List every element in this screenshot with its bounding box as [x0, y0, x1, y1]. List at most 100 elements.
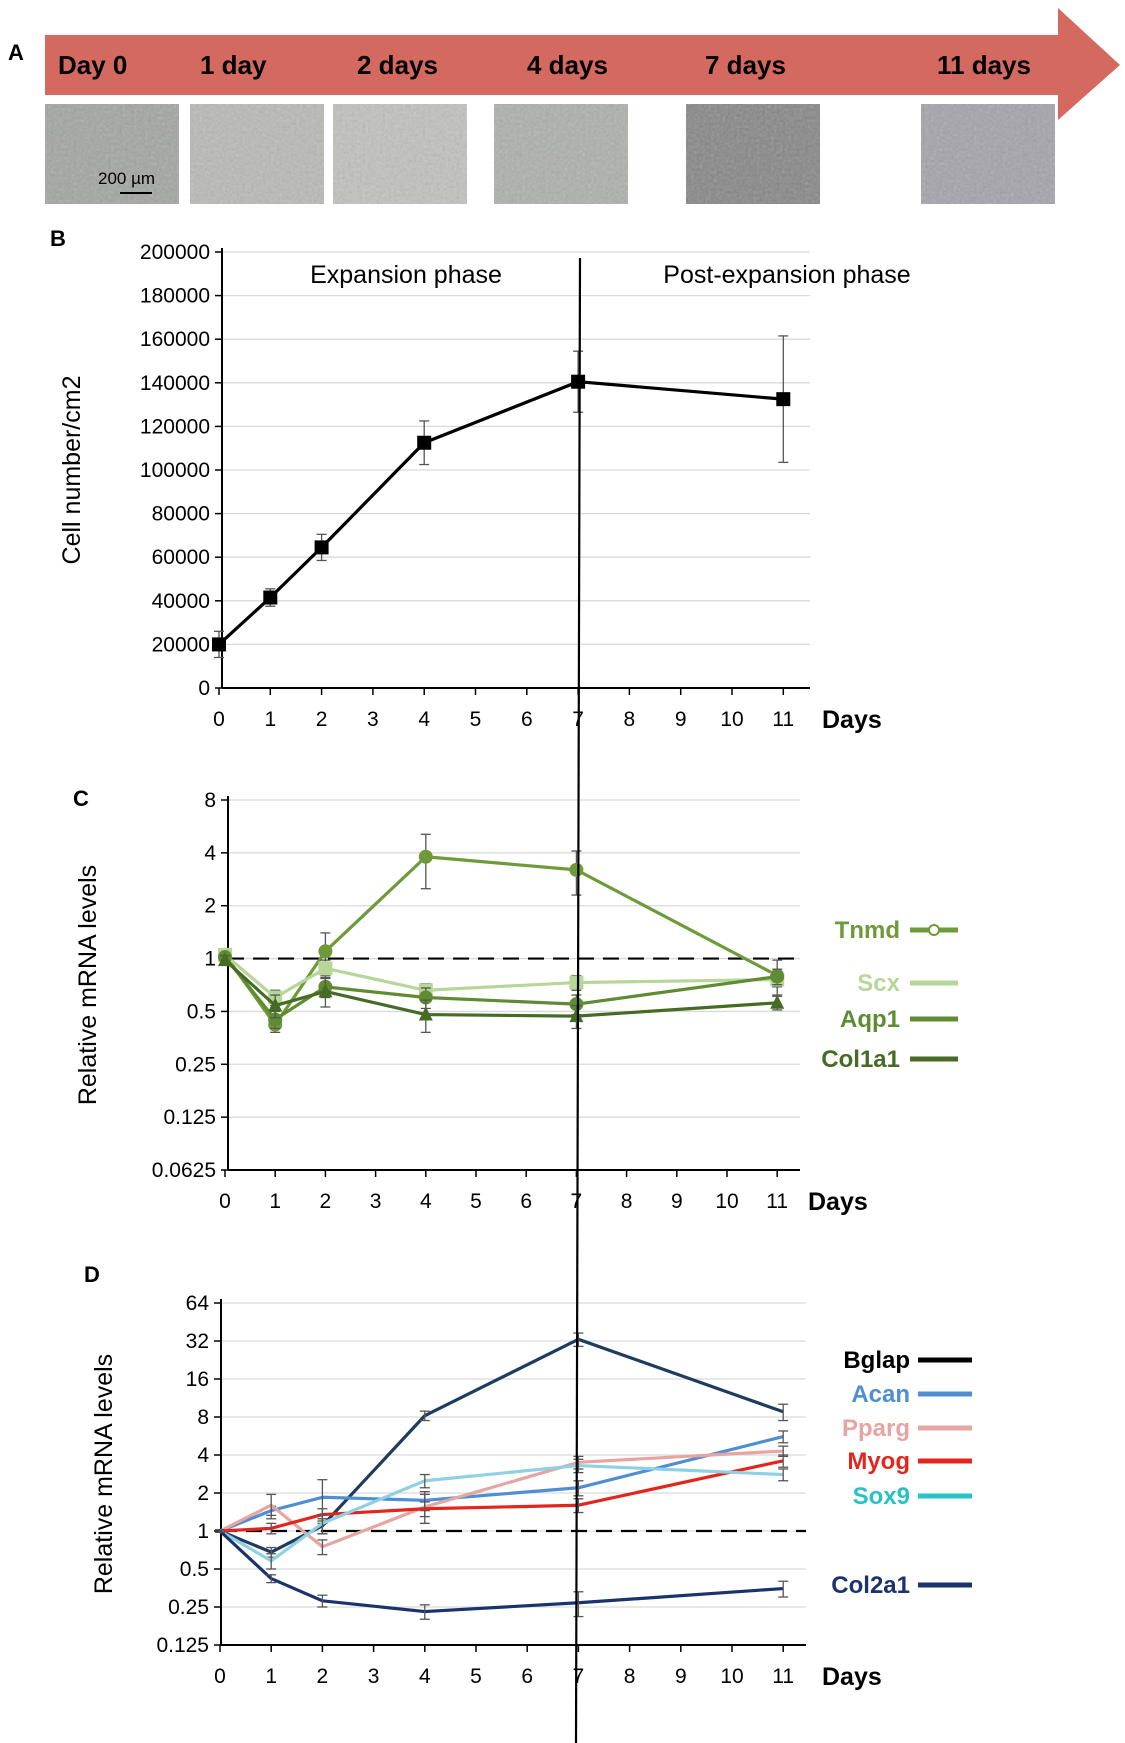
y-tick-label: 64	[186, 1292, 210, 1315]
y-tick-label: 0.125	[156, 1634, 209, 1657]
legend-item-acan: Acan	[851, 1381, 972, 1408]
x-tick-label: 7	[573, 1665, 585, 1688]
x-tick-label: 4	[419, 1665, 431, 1688]
legend-label: Pparg	[842, 1415, 910, 1442]
series-line	[219, 1435, 784, 1533]
x-tick-label: 1	[265, 1665, 277, 1688]
x-tick-label: 9	[675, 1665, 687, 1688]
data-point	[268, 1012, 283, 1027]
micrograph-image	[45, 104, 179, 204]
x-axis-title: Days	[822, 706, 882, 734]
y-tick-label: 1	[204, 948, 216, 971]
x-tick-label: 9	[671, 1190, 683, 1213]
data-point	[770, 994, 785, 1009]
x-tick-label: 6	[521, 708, 533, 731]
data-point	[770, 969, 785, 984]
legend-item-scx: Scx	[857, 970, 958, 997]
scale-bar-label: 200 µm	[98, 169, 155, 188]
y-tick-label: 8	[204, 789, 216, 812]
x-tick-label: 6	[520, 1190, 532, 1213]
data-point	[569, 862, 584, 877]
data-point	[268, 997, 283, 1012]
micrograph-image	[190, 104, 324, 204]
timepoint-label: 2 days	[357, 50, 438, 80]
timepoint-label: 11 days	[937, 50, 1031, 80]
panel-a: A Day 0 1 day 2 days 4 days 7 days 11 days 20…	[8, 8, 1120, 204]
data-point	[418, 1006, 433, 1021]
y-axis-title: Relative mRNA levels	[90, 1354, 118, 1594]
x-tick-label: 9	[675, 708, 687, 731]
timepoint-label: 7 days	[705, 50, 786, 80]
series-bglap	[215, 1332, 789, 1558]
y-tick-label: 180000	[140, 285, 210, 308]
y-tick-label: 4	[204, 842, 216, 865]
x-tick-label: 8	[624, 1665, 636, 1688]
x-tick-label: 3	[370, 1190, 382, 1213]
series-line	[223, 958, 778, 1018]
y-tick-label: 80000	[152, 503, 210, 526]
series-acan	[215, 1430, 789, 1533]
x-tick-label: 0	[219, 1190, 231, 1213]
legend-item-col2a1: Col2a1	[831, 1572, 972, 1599]
x-tick-label: 5	[470, 1665, 482, 1688]
legend-label: Tnmd	[835, 917, 900, 944]
data-point	[569, 1008, 584, 1023]
data-point	[263, 590, 278, 605]
series-line	[217, 380, 784, 646]
micrographs	[45, 104, 1055, 204]
y-tick-label: 0.5	[180, 1558, 209, 1581]
x-tick-label: 3	[368, 1665, 380, 1688]
data-point	[571, 374, 586, 389]
y-tick-label: 0.5	[187, 1000, 216, 1023]
y-axis-title: Relative mRNA levels	[74, 865, 102, 1105]
x-tick-label: 11	[772, 1665, 794, 1688]
legend-item-pparg: Pparg	[842, 1415, 972, 1442]
x-tick-label: 0	[213, 708, 225, 731]
panel-c-chart: 0.06250.1250.250.5124801234567891011Days…	[74, 789, 958, 1216]
timepoint-label: 4 days	[527, 50, 608, 80]
y-axis-title: Cell number/cm2	[58, 376, 86, 565]
micrograph-image	[333, 104, 467, 204]
legend-item-sox9: Sox9	[853, 1483, 972, 1510]
panel-d-chart: 0.125 0.25 0.5 1 2 4 8 16 32 64 0 1 2 3 4 5 6 7 8 9 10 11 Days…	[90, 1292, 972, 1691]
timepoint-labels: Day 0 1 day 2 days 4 days 7 days 11 days	[58, 50, 1031, 80]
legend-item-aqp1: Aqp1	[840, 1006, 958, 1033]
data-point	[314, 540, 329, 555]
x-tick-label: 6	[521, 1665, 533, 1688]
panel-a-label: A	[8, 40, 24, 65]
series-col2a1	[215, 1529, 789, 1620]
x-tick-label: 11	[772, 708, 794, 731]
x-tick-label: 4	[418, 708, 430, 731]
x-tick-label: 3	[367, 708, 379, 731]
legend-label: Sox9	[853, 1483, 910, 1510]
x-tick-label: 2	[317, 1665, 329, 1688]
scale-bar: 200 µm	[98, 169, 155, 194]
legend-item-col1a1: Col1a1	[821, 1046, 958, 1073]
series-line	[223, 953, 778, 1000]
day-7-divider-line	[574, 257, 582, 1743]
legend-label: Col2a1	[831, 1572, 910, 1599]
data-point	[417, 435, 432, 450]
y-tick-label: 120000	[140, 415, 210, 438]
series-line	[219, 1459, 784, 1533]
y-tick-label: 2	[204, 895, 216, 918]
legend-label: Aqp1	[840, 1006, 900, 1033]
y-tick-label: 0.25	[168, 1596, 209, 1619]
legend-marker	[928, 924, 940, 936]
series-col1a1	[218, 952, 785, 1034]
legend-label: Bglap	[843, 1347, 910, 1374]
x-tick-label: 8	[621, 1190, 633, 1213]
data-point	[212, 637, 226, 652]
series-line	[223, 855, 778, 1027]
data-point	[318, 944, 333, 959]
x-axis-title: Days	[808, 1188, 868, 1216]
y-tick-label: 1	[197, 1520, 209, 1543]
expansion-phase-label: Expansion phase	[310, 261, 502, 289]
y-tick-label: 32	[186, 1330, 209, 1353]
series-line	[223, 956, 778, 1022]
legend-label: Col1a1	[821, 1046, 900, 1073]
timeline-arrow	[45, 8, 1120, 120]
legend-label: Scx	[857, 970, 900, 997]
timepoint-label: 1 day	[200, 50, 267, 80]
